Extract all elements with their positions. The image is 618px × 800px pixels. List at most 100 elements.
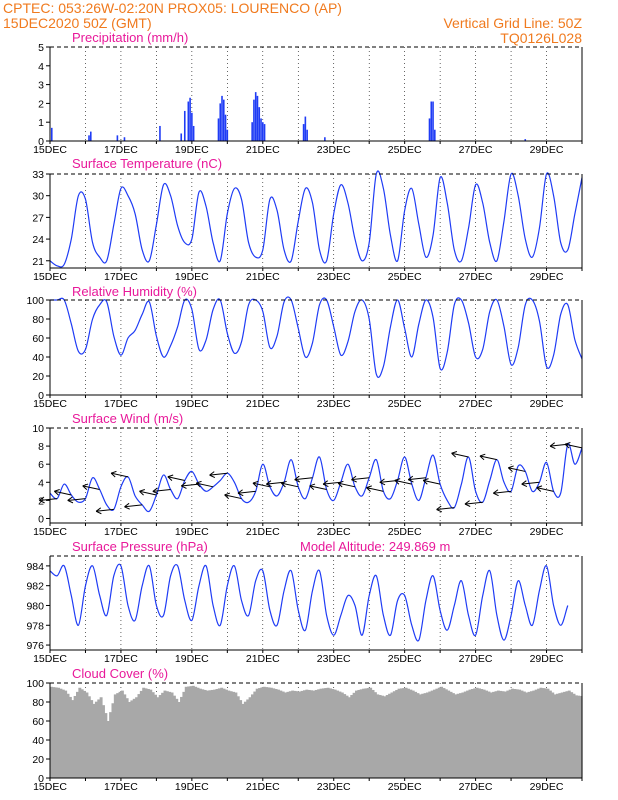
precipitation-title: Precipitation (mm/h) bbox=[72, 30, 188, 45]
wind-arrow-head bbox=[252, 482, 258, 488]
pressure-ytick-label: 978 bbox=[26, 620, 44, 632]
cloud-cover-bar bbox=[414, 691, 418, 778]
precipitation-bar bbox=[226, 129, 229, 141]
cloud-cover-bar bbox=[80, 689, 84, 778]
wind-arrow-head bbox=[281, 482, 286, 488]
cloud-cover-bar bbox=[158, 695, 162, 778]
precipitation-bar bbox=[253, 99, 255, 141]
cloud-cover-xtick-label: 17DEC bbox=[104, 781, 138, 793]
cloud-cover-bar bbox=[307, 689, 311, 778]
wind-arrow-head bbox=[464, 503, 471, 507]
temperature-xtick-label: 15DEC bbox=[33, 271, 67, 283]
pressure-xtick-label: 25DEC bbox=[388, 653, 422, 665]
precipitation-bar bbox=[192, 125, 195, 141]
pressure-title: Surface Pressure (hPa) bbox=[72, 539, 208, 554]
wind-arrow bbox=[252, 482, 271, 488]
cloud-cover-bar bbox=[175, 698, 179, 778]
cloud-cover-bar bbox=[260, 687, 264, 778]
cloud-cover-ytick-label: 40 bbox=[32, 735, 44, 747]
cloud-cover-bar bbox=[319, 688, 323, 778]
cloud-cover-bar bbox=[343, 694, 347, 778]
cloud-cover-bar bbox=[546, 688, 550, 778]
wind-arrow bbox=[167, 476, 185, 481]
precipitation-bar bbox=[302, 124, 305, 141]
wind-arrow-head bbox=[110, 470, 117, 474]
cloud-cover-bar bbox=[574, 695, 578, 778]
cloud-cover-bar bbox=[534, 689, 538, 778]
wind-arrow-head bbox=[252, 480, 259, 484]
cloud-cover-bar bbox=[196, 687, 200, 778]
cloud-cover-bar bbox=[407, 688, 410, 778]
wind-arrow-head bbox=[39, 499, 45, 504]
wind-xtick-label: 21DEC bbox=[246, 526, 280, 538]
cloud-cover-xtick-label: 23DEC bbox=[317, 781, 351, 793]
wind-arrow-head bbox=[309, 485, 315, 491]
cloud-cover-bar bbox=[312, 690, 316, 778]
precipitation-bar bbox=[428, 118, 431, 141]
wind-arrow bbox=[564, 443, 583, 449]
cloud-cover-bar bbox=[94, 701, 98, 778]
cloud-cover-bar bbox=[151, 692, 155, 778]
wind-arrow-head bbox=[451, 452, 457, 458]
cloud-cover-bar bbox=[440, 686, 444, 778]
wind-arrow-head bbox=[549, 445, 556, 450]
cloud-cover-bar bbox=[416, 693, 420, 778]
cloud-cover-bar bbox=[172, 695, 176, 778]
cloud-cover-bar bbox=[182, 691, 186, 778]
wind-arrow bbox=[152, 489, 171, 492]
cloud-cover-bar bbox=[442, 688, 446, 778]
cloud-cover-bar bbox=[447, 690, 451, 778]
cloud-cover-bar bbox=[255, 688, 259, 778]
wind-arrow-head bbox=[394, 478, 401, 481]
precipitation-xtick-label: 27DEC bbox=[459, 144, 493, 156]
cloud-cover-bar bbox=[234, 692, 238, 778]
wind-arrow-head bbox=[379, 478, 385, 483]
wind-arrow-head bbox=[536, 485, 543, 489]
cloud-cover-bar bbox=[305, 689, 309, 778]
wind-arrow bbox=[493, 490, 512, 494]
cloud-cover-ytick-label: 20 bbox=[32, 754, 44, 766]
cloud-cover-bar bbox=[359, 689, 363, 778]
wind-ytick-label: 0 bbox=[38, 513, 44, 525]
cloud-cover-bar bbox=[492, 691, 496, 778]
cloud-cover-bar bbox=[102, 705, 105, 778]
cloud-cover-bar bbox=[364, 688, 368, 778]
wind-arrow bbox=[96, 508, 114, 512]
cloud-cover-bar bbox=[409, 689, 413, 778]
cloud-cover-bar bbox=[229, 691, 233, 778]
wind-ytick-label: 8 bbox=[38, 441, 44, 453]
cloud-cover-bar bbox=[563, 691, 567, 778]
cloud-cover-bar bbox=[222, 688, 226, 778]
temperature-series-line bbox=[49, 170, 583, 268]
precipitation-ytick-label: 2 bbox=[38, 98, 44, 110]
cloud-cover-bar bbox=[357, 689, 361, 778]
cloud-cover-bar bbox=[298, 691, 302, 778]
wind-arrow bbox=[451, 452, 469, 458]
wind-arrow bbox=[508, 467, 526, 472]
humidity-series-line bbox=[49, 296, 583, 378]
cloud-cover-bar bbox=[288, 691, 292, 778]
wind-arrow-head bbox=[309, 483, 316, 487]
cloud-cover-bar bbox=[444, 689, 448, 778]
precipitation-bar bbox=[88, 135, 90, 141]
wind-arrow bbox=[237, 490, 256, 494]
cloud-cover-bar bbox=[76, 691, 79, 778]
cloud-cover-bar bbox=[123, 694, 127, 778]
wind-arrow-head bbox=[549, 442, 555, 447]
wind-arrow-head bbox=[493, 489, 499, 494]
wind-arrow-head bbox=[521, 480, 527, 485]
cloud-cover-bar bbox=[437, 687, 441, 778]
cloud-cover-bar bbox=[54, 687, 58, 778]
temperature-xtick-label: 27DEC bbox=[459, 271, 493, 283]
wind-arrow bbox=[54, 490, 72, 496]
cloud-cover-bar bbox=[106, 721, 110, 778]
cloud-cover-bar bbox=[425, 692, 429, 778]
cloud-cover-bar bbox=[83, 690, 87, 778]
cloud-cover-bar bbox=[423, 693, 427, 778]
temperature-xtick-label: 25DEC bbox=[388, 271, 422, 283]
cloud-cover-ytick-label: 100 bbox=[26, 678, 44, 690]
cloud-cover-bar bbox=[532, 690, 536, 778]
cloud-cover-bar bbox=[165, 691, 169, 778]
temperature-xtick-label: 21DEC bbox=[246, 271, 280, 283]
wind-arrow bbox=[39, 498, 58, 501]
